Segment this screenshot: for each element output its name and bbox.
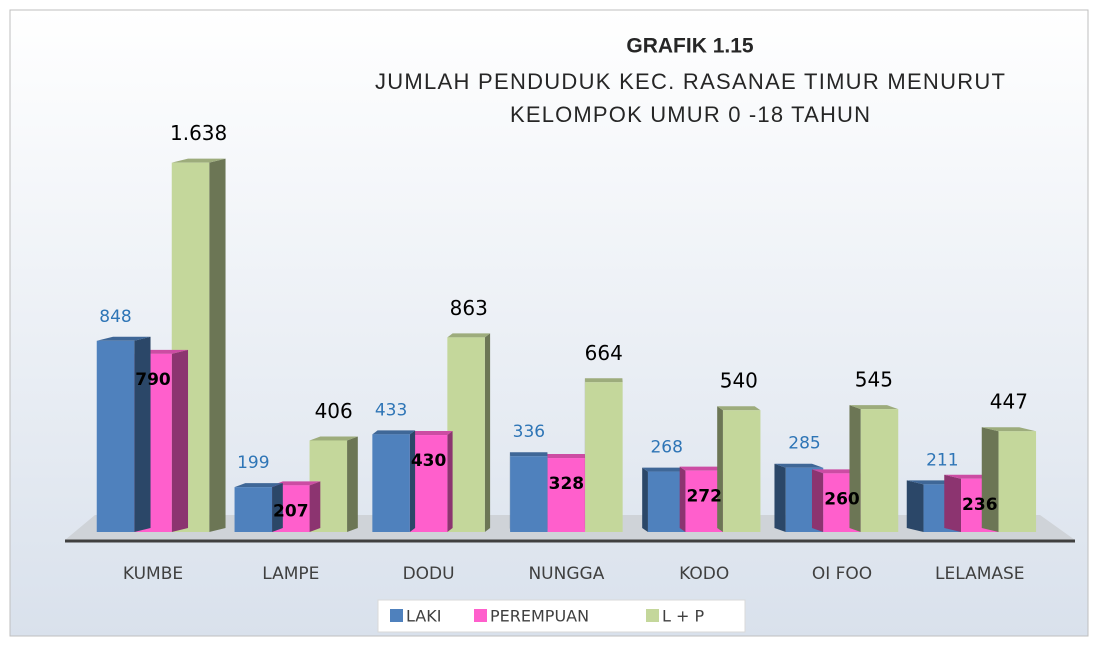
chart-subtitle: KELOMPOK UMUR 0 -18 TAHUN	[510, 102, 870, 127]
bar-top	[981, 427, 1037, 432]
bar	[96, 340, 135, 532]
bar-side	[717, 406, 723, 532]
bar	[998, 431, 1037, 532]
bar	[372, 434, 410, 532]
bar-side	[774, 463, 786, 532]
value-label: 790	[135, 370, 171, 390]
bar	[510, 456, 548, 532]
bar-side	[981, 427, 999, 532]
bar	[722, 410, 761, 532]
bar-top	[584, 378, 623, 383]
bar	[547, 458, 586, 532]
legend-box	[377, 599, 746, 633]
bar-top	[96, 336, 151, 341]
bar-side	[309, 481, 321, 532]
bar	[685, 470, 723, 532]
value-label: 236	[962, 495, 998, 515]
bar-side	[409, 430, 416, 532]
chart-title: GRAFIK 1.15	[626, 35, 754, 58]
value-label: 447	[990, 390, 1028, 414]
x-tick-label: LELAMASE	[935, 564, 1025, 584]
x-tick-label: NUNGGA	[528, 564, 604, 584]
bar-side	[134, 336, 151, 532]
bar-top	[679, 466, 723, 471]
chart-subtitle: JUMLAH PENDUDUK KEC. RASANAE TIMUR MENUR…	[375, 69, 1005, 94]
value-label: 1.638	[170, 121, 227, 145]
bar	[647, 471, 686, 532]
bar-top	[849, 405, 899, 410]
bar-top	[509, 452, 548, 457]
legend-swatch	[646, 609, 659, 622]
bar-top	[811, 469, 861, 474]
bar-side	[811, 469, 824, 532]
bar	[860, 409, 899, 532]
bar-side	[209, 158, 226, 533]
x-tick-label: DODU	[403, 564, 455, 584]
bar-top	[447, 333, 491, 338]
value-label: 848	[99, 307, 131, 327]
bar-side	[347, 436, 358, 532]
bar-side	[484, 333, 491, 532]
legend-swatch	[474, 609, 487, 622]
bar-top	[547, 454, 586, 459]
bar-top	[642, 467, 686, 472]
bar-side	[642, 467, 648, 532]
bar	[409, 435, 448, 532]
x-tick-label: OI FOO	[812, 564, 872, 584]
legend-label: L + P	[662, 607, 704, 626]
bar-side	[679, 466, 686, 532]
bar-side	[272, 483, 283, 532]
value-label: 430	[411, 451, 447, 471]
bar	[447, 337, 485, 532]
bar	[234, 487, 273, 532]
bar-top	[774, 463, 824, 468]
x-tick-label: KUMBE	[123, 564, 183, 584]
x-tick-label: LAMPE	[262, 564, 319, 584]
value-label: 207	[273, 501, 309, 521]
bar-top	[309, 436, 358, 441]
value-label: 545	[855, 368, 893, 392]
bar-side	[906, 480, 924, 532]
bar	[585, 382, 623, 532]
value-label: 285	[788, 434, 820, 454]
value-label: 540	[720, 369, 758, 393]
value-label: 664	[585, 341, 623, 365]
bar-top	[234, 483, 283, 488]
bar-top	[409, 431, 453, 436]
bar-side	[849, 405, 861, 532]
legend-label: LAKI	[406, 607, 441, 626]
bar-top	[272, 481, 321, 486]
value-label: 863	[450, 296, 488, 320]
bar-top	[171, 158, 226, 163]
bar-top	[372, 430, 416, 435]
value-label: 272	[686, 487, 722, 507]
value-label: 328	[549, 474, 585, 494]
value-label: 199	[237, 453, 269, 473]
x-tick-label: KODO	[679, 564, 729, 584]
legend-swatch	[390, 609, 403, 622]
value-label: 260	[824, 489, 860, 509]
legend-label: PEREMPUAN	[490, 607, 589, 626]
value-label: 336	[513, 422, 545, 442]
value-label: 211	[926, 450, 958, 470]
bar-side	[447, 431, 453, 532]
value-label: 433	[375, 400, 407, 420]
value-label: 268	[650, 438, 682, 458]
bar-top	[717, 406, 761, 411]
bar-side	[944, 474, 962, 532]
bar-side	[171, 349, 189, 532]
value-label: 406	[315, 399, 353, 423]
